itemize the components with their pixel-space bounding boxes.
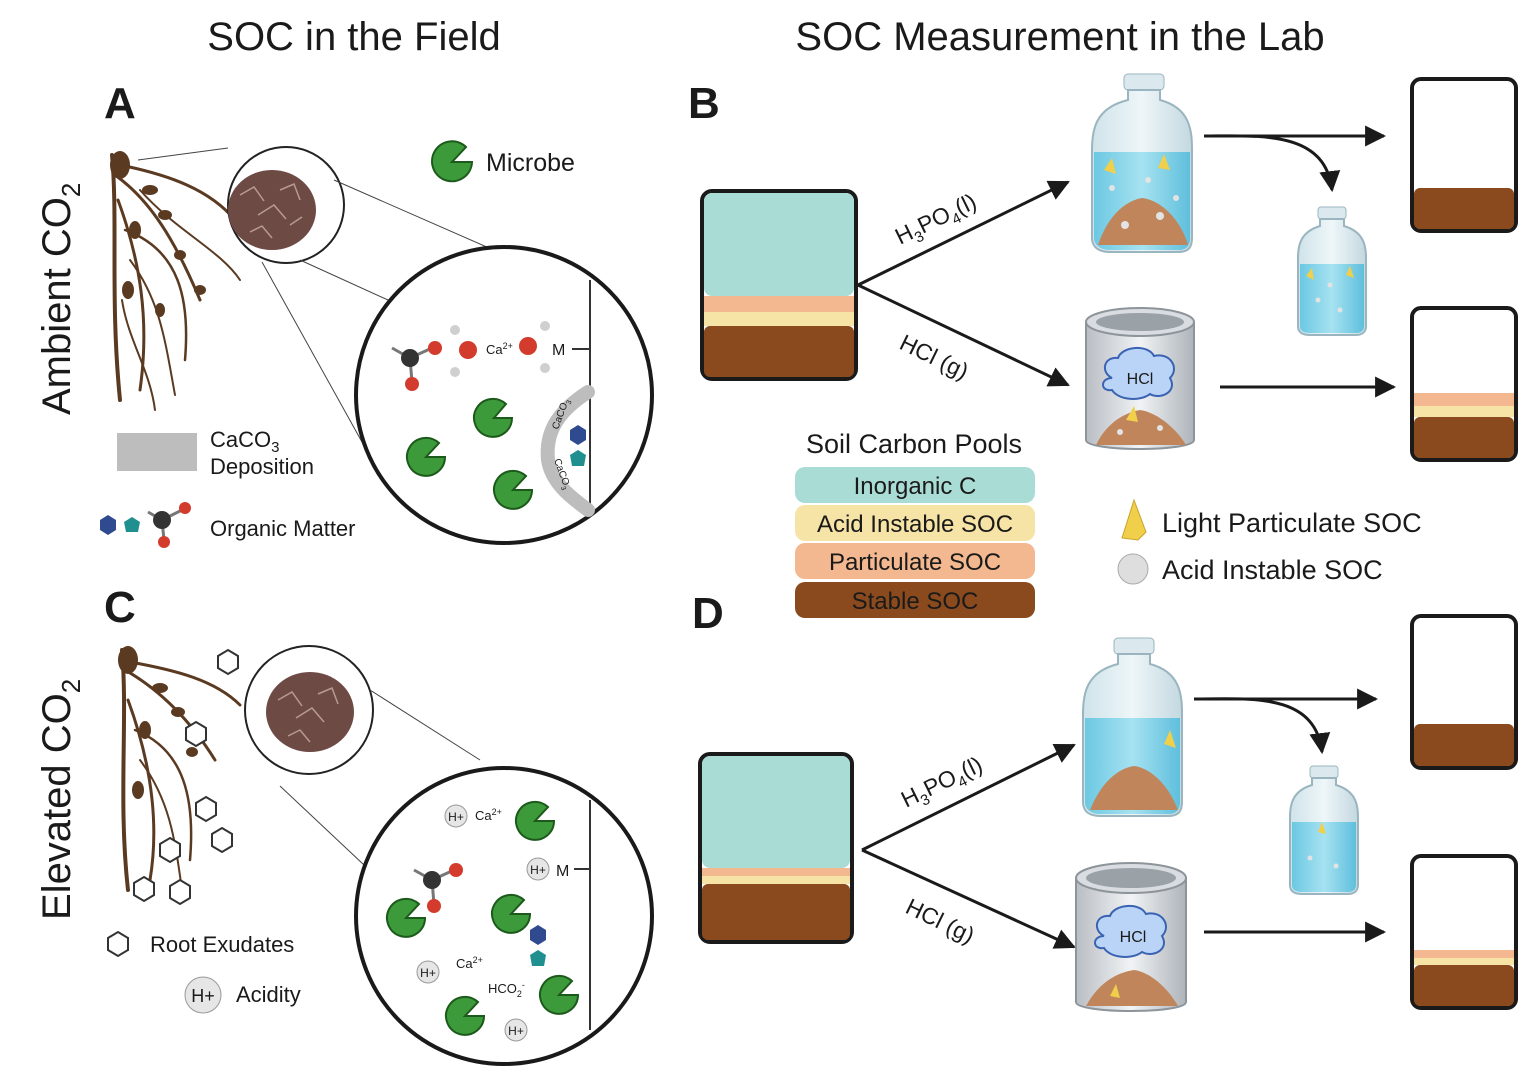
small-bottle-d (1289, 765, 1359, 895)
ca-ion-a: Ca2+ (486, 341, 513, 357)
soil-aggregate-c (266, 672, 354, 752)
zoom-line (369, 689, 481, 761)
panel-label-c: C (104, 583, 136, 632)
root-exudates-label: Root Exudates (150, 932, 294, 957)
hcl-cloud-label-d: HCl (1120, 929, 1147, 946)
soil-pool-legend-particulate: Particulate SOC (795, 543, 1035, 579)
light-particulate-icon (1121, 498, 1147, 541)
organic-pentagon-a (570, 450, 586, 466)
ca-ion-c1: Ca2+ (475, 807, 502, 823)
zoom-line (333, 179, 506, 256)
arrow-hcl-b (857, 283, 1070, 387)
panel-c-roots (120, 648, 242, 892)
acidity-ion: H+ (444, 804, 468, 828)
microbe-icon-legend (431, 140, 474, 183)
acidity-ion: H+ (416, 960, 440, 984)
caco3-legend-line2: Deposition (210, 454, 314, 479)
root-exudate-legend-icon (107, 931, 129, 957)
caco3-deposit (540, 385, 595, 517)
organic-matter-icon (100, 502, 191, 548)
microbe-icon (491, 893, 532, 934)
zoom-line (137, 147, 229, 161)
microbe-legend-label: Microbe (486, 149, 575, 177)
hco2-ion: HCO2- (488, 980, 525, 999)
hcl-gas-label-d: HCl (g) (902, 893, 979, 948)
hcl-canister-d (1075, 862, 1187, 1012)
ambient-co2-label: Ambient CO2 (35, 183, 86, 415)
carboxyl-group-a (391, 321, 550, 391)
phosphoric-acid-label-d: H3PO4(l) (897, 751, 989, 817)
acid-instable-label: Acid Instable SOC (1162, 555, 1383, 585)
result-container-b1 (1410, 77, 1518, 233)
soil-sample-b (700, 189, 858, 381)
svg-text:H+: H+ (508, 1024, 524, 1038)
microbe-icon (406, 436, 447, 477)
soil-pool-legend-acid-instable: Acid Instable SOC (795, 505, 1035, 541)
soil-aggregate-a (228, 170, 316, 250)
lab-title: SOC Measurement in the Lab (795, 15, 1324, 59)
microbe-icon (493, 469, 534, 510)
arrow-phosphoric-b (857, 180, 1070, 287)
arrow-hcl-d (861, 848, 1076, 949)
result-container-d1 (1410, 614, 1518, 770)
small-bottle-b (1297, 206, 1367, 336)
hcl-cloud-label-b: HCl (1127, 371, 1154, 388)
metal-m-c: M (556, 863, 569, 880)
microbe-icon (445, 995, 486, 1036)
result-container-d2 (1410, 854, 1518, 1010)
phosphoric-acid-label-b: H3PO4(l) (891, 188, 983, 254)
microbe-icon (473, 397, 514, 438)
acid-instable-icon (1117, 553, 1149, 585)
svg-text:H+: H+ (420, 966, 436, 980)
result-container-b2 (1410, 306, 1518, 462)
acidity-ion: H+ (504, 1018, 528, 1042)
acid-bottle-b (1091, 73, 1193, 253)
metal-m-a: M (552, 342, 565, 359)
panel-label-a: A (104, 79, 136, 128)
caco3-legend-swatch (117, 433, 197, 471)
hcl-canister-b (1085, 307, 1195, 450)
soil-sample-d (698, 752, 854, 944)
organic-hexagon-a (570, 425, 586, 445)
light-particulate-label: Light Particulate SOC (1162, 508, 1422, 538)
soil-pool-legend-inorganic: Inorganic C (795, 467, 1035, 503)
panel-a-root-nodules (110, 151, 206, 317)
svg-text:Acid Instable SOC: Acid Instable SOC (817, 511, 1013, 538)
acidity-ion: H+ (526, 857, 550, 881)
acidity-label: Acidity (236, 982, 301, 1007)
soil-pools-title: Soil Carbon Pools (806, 429, 1022, 459)
arrow-to-small-bottle-b (1203, 134, 1341, 193)
panel-a-roots (110, 153, 241, 411)
svg-text:H+: H+ (530, 863, 546, 877)
panel-label-b: B (688, 79, 720, 128)
microbe-icon (386, 897, 427, 938)
arrow-to-small-bottle-d (1193, 697, 1331, 755)
acid-bottle-d (1082, 637, 1183, 817)
svg-text:H+: H+ (191, 986, 215, 1006)
microbe-icon (515, 800, 556, 841)
field-title: SOC in the Field (207, 15, 500, 59)
hcl-gas-label-b: HCl (g) (896, 329, 973, 384)
svg-text:Stable SOC: Stable SOC (852, 588, 979, 615)
elevated-co2-label: Elevated CO2 (35, 679, 86, 920)
organic-pentagon-c (530, 950, 546, 966)
carboxyl-group-c (413, 863, 463, 913)
ca-ion-c2: Ca2+ (456, 955, 483, 971)
organic-hexagon-c (530, 925, 546, 945)
acidity-legend-icon: H+ (184, 976, 222, 1014)
organic-matter-label: Organic Matter (210, 516, 356, 541)
soil-pool-legend-stable: Stable SOC (795, 582, 1035, 618)
svg-text:H+: H+ (448, 810, 464, 824)
svg-text:Particulate SOC: Particulate SOC (829, 549, 1001, 576)
svg-text:Inorganic C: Inorganic C (854, 473, 977, 500)
panel-c-root-nodules (118, 646, 198, 799)
caco3-legend-line1: CaCO3 (210, 427, 279, 456)
zoom-line (261, 261, 373, 461)
arrow-phosphoric-d (861, 743, 1076, 852)
microbe-icon (539, 974, 580, 1015)
panel-label-d: D (692, 589, 724, 638)
